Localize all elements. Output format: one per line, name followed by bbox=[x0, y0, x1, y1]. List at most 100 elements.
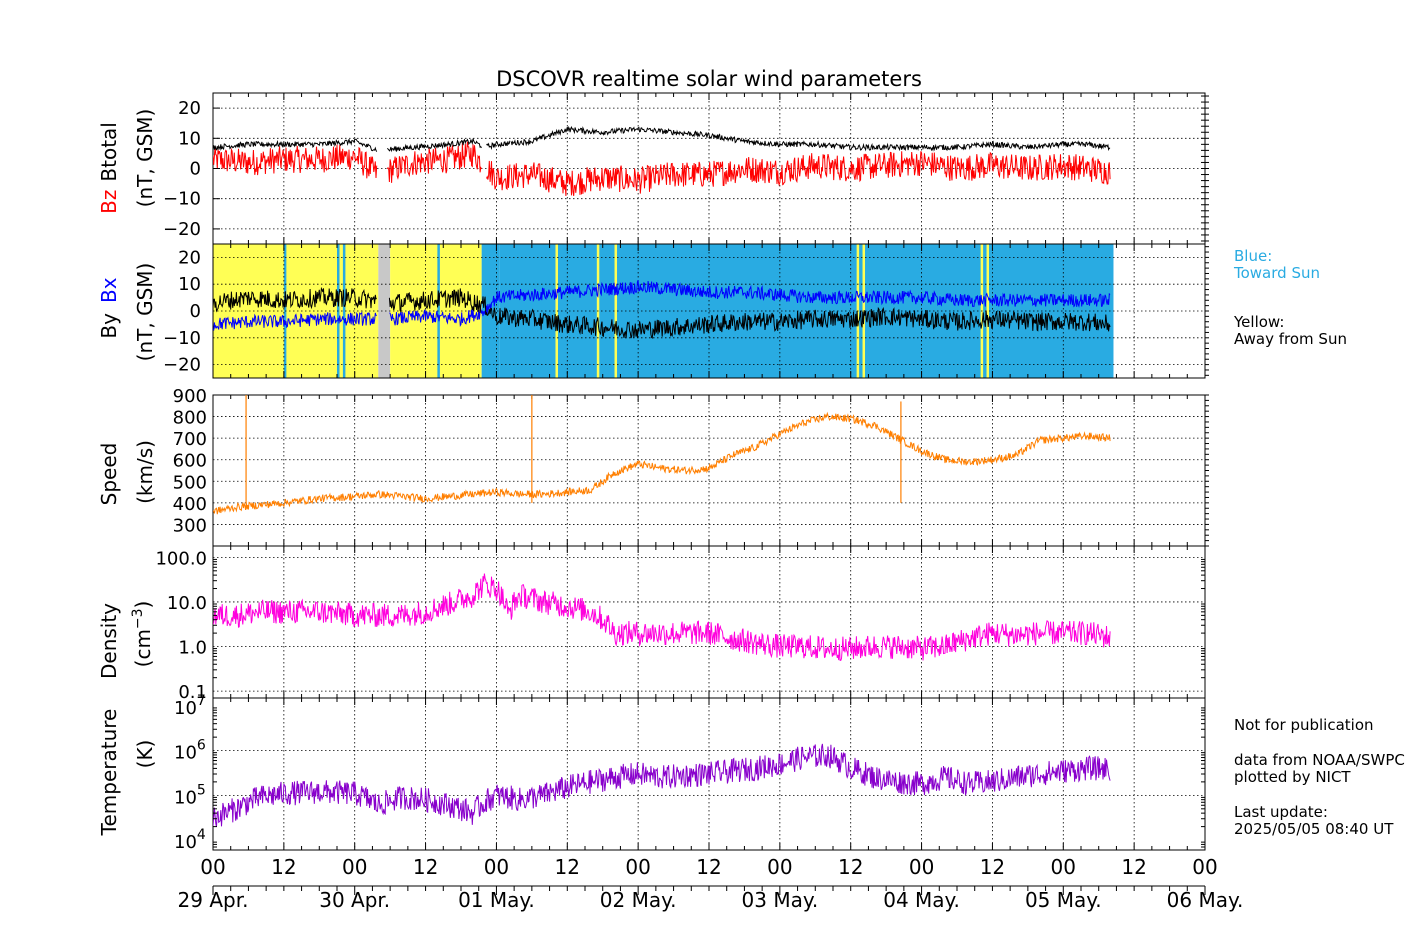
speed-line bbox=[213, 411, 1111, 515]
x-tick-label: 00 bbox=[484, 855, 509, 879]
bz-line bbox=[213, 141, 1111, 197]
bxby-y-ticks: 20 10 0 −10 −20 bbox=[163, 246, 1209, 376]
speed-y-tick: 300 bbox=[173, 515, 207, 536]
bx-line bbox=[213, 280, 1111, 331]
x-tick-label: 12 bbox=[696, 855, 721, 879]
x-tick-label: 12 bbox=[271, 855, 296, 879]
x-date-label: 03 May. bbox=[742, 888, 819, 912]
speed-y-tick: 700 bbox=[173, 429, 207, 450]
x-date-label: 29 Apr. bbox=[178, 888, 249, 912]
temperature-label: Temperature bbox=[97, 709, 121, 837]
x-tick-label: 12 bbox=[555, 855, 580, 879]
sector-stripe bbox=[342, 244, 346, 378]
density-y-tick: 1.0 bbox=[178, 638, 207, 659]
x-axis: 00 12 00 12 00 12 00 12 00 12 00 12 00 12 00 29 Apr. 30 … bbox=[178, 855, 1244, 912]
density-line bbox=[213, 573, 1111, 661]
bx-label: Bx bbox=[97, 277, 121, 303]
bxby-y-tick: 20 bbox=[178, 247, 201, 268]
temperature-tick-exp: 4 bbox=[197, 827, 206, 843]
temperature-tick-exp: 5 bbox=[197, 782, 206, 798]
by-line bbox=[213, 286, 1111, 339]
note-last-update-label: Last update: bbox=[1234, 803, 1328, 821]
speed-y-tick: 800 bbox=[173, 408, 207, 429]
temperature-tick-exp: 6 bbox=[197, 738, 206, 754]
by-label: By bbox=[97, 313, 121, 339]
bxby-unit: (nT, GSM) bbox=[133, 263, 157, 362]
temperature-y-tick: 105 bbox=[174, 782, 206, 808]
x-date-label: 02 May. bbox=[600, 888, 677, 912]
speed-y-tick: 500 bbox=[173, 472, 207, 493]
grid-by-bx bbox=[212, 243, 1206, 379]
grid-density bbox=[212, 545, 1206, 699]
panel-density: 100.0 10.0 1.0 0.1 Density (cm−3) bbox=[97, 545, 1206, 703]
temperature-y-tick: 107 bbox=[174, 693, 206, 719]
btotal-line bbox=[213, 125, 1111, 153]
legend-blue-text: Toward Sun bbox=[1233, 264, 1320, 282]
legend-blue-title: Blue: bbox=[1234, 247, 1272, 265]
note-not-for-publication: Not for publication bbox=[1234, 716, 1374, 734]
sector-band bbox=[213, 244, 379, 378]
bxby-y-tick: −20 bbox=[163, 355, 201, 376]
sector-stripe bbox=[555, 244, 558, 378]
density-unit-end: ) bbox=[131, 601, 155, 609]
chart-title: DSCOVR realtime solar wind parameters bbox=[496, 67, 922, 91]
temperature-tick-base: 10 bbox=[174, 787, 197, 808]
x-tick-label: 00 bbox=[200, 855, 225, 879]
speed-label: Speed bbox=[97, 443, 121, 506]
note-plotted-by: plotted by NICT bbox=[1234, 768, 1351, 786]
bxby-y-tick: 10 bbox=[178, 274, 201, 295]
sector-stripe bbox=[986, 244, 990, 378]
speed-y-tick: 400 bbox=[173, 494, 207, 515]
sector-legend: Blue: Toward Sun Yellow: Away from Sun bbox=[1233, 247, 1347, 348]
temperature-series bbox=[213, 743, 1111, 828]
temperature-tick-base: 10 bbox=[174, 743, 197, 764]
bxby-series bbox=[213, 280, 1111, 339]
note-data-source: data from NOAA/SWPC bbox=[1234, 751, 1405, 769]
x-tick-label: 00 bbox=[909, 855, 934, 879]
notes: Not for publication data from NOAA/SWPC … bbox=[1234, 716, 1405, 838]
density-label: Density bbox=[97, 603, 121, 679]
x-tick-label: 12 bbox=[980, 855, 1005, 879]
mag-y-tick: 0 bbox=[190, 159, 201, 180]
density-unit: (cm−3) bbox=[130, 601, 155, 668]
density-y-ticks: 100.0 10.0 1.0 0.1 bbox=[155, 548, 1205, 703]
sector-band bbox=[378, 244, 391, 378]
x-tick-label: 00 bbox=[767, 855, 792, 879]
mag-unit: (nT, GSM) bbox=[133, 109, 157, 208]
density-y-tick: 0.1 bbox=[178, 682, 207, 703]
density-unit-exp: −3 bbox=[130, 608, 146, 629]
x-tick-label: 12 bbox=[838, 855, 863, 879]
x-date-label: 06 May. bbox=[1167, 888, 1244, 912]
sector-stripe bbox=[437, 244, 440, 378]
x-tick-label: 00 bbox=[1192, 855, 1217, 879]
sector-stripe bbox=[614, 244, 618, 378]
mag-y-tick: 20 bbox=[178, 98, 201, 119]
bxby-y-tick: 0 bbox=[190, 301, 201, 322]
mag-y-tick: −10 bbox=[163, 189, 201, 210]
btotal-label: Btotal bbox=[97, 122, 121, 181]
temperature-line bbox=[213, 743, 1111, 828]
x-tick-label: 00 bbox=[342, 855, 367, 879]
speed-unit: (km/s) bbox=[133, 440, 157, 504]
legend-yellow-title: Yellow: bbox=[1233, 313, 1284, 331]
temperature-unit: (K) bbox=[133, 740, 157, 769]
mag-series bbox=[213, 125, 1111, 197]
x-date-label: 01 May. bbox=[458, 888, 535, 912]
temperature-tick-exp: 7 bbox=[197, 693, 206, 709]
bz-label: Bz bbox=[97, 190, 121, 214]
density-y-tick: 10.0 bbox=[167, 593, 207, 614]
x-date-label: 30 Apr. bbox=[319, 888, 390, 912]
panel-by-bx: 20 10 0 −10 −20 By Bx (nT, GSM) bbox=[97, 243, 1209, 379]
mag-ylabel: Bz Btotal bbox=[97, 122, 121, 214]
x-tick-label: 00 bbox=[1051, 855, 1076, 879]
x-tick-label: 00 bbox=[625, 855, 650, 879]
speed-series bbox=[213, 395, 1111, 515]
speed-y-tick: 900 bbox=[173, 386, 207, 407]
note-last-update-value: 2025/05/05 08:40 UT bbox=[1234, 820, 1394, 838]
temperature-tick-base: 10 bbox=[174, 832, 197, 853]
bxby-ylabel: By Bx bbox=[97, 277, 121, 338]
